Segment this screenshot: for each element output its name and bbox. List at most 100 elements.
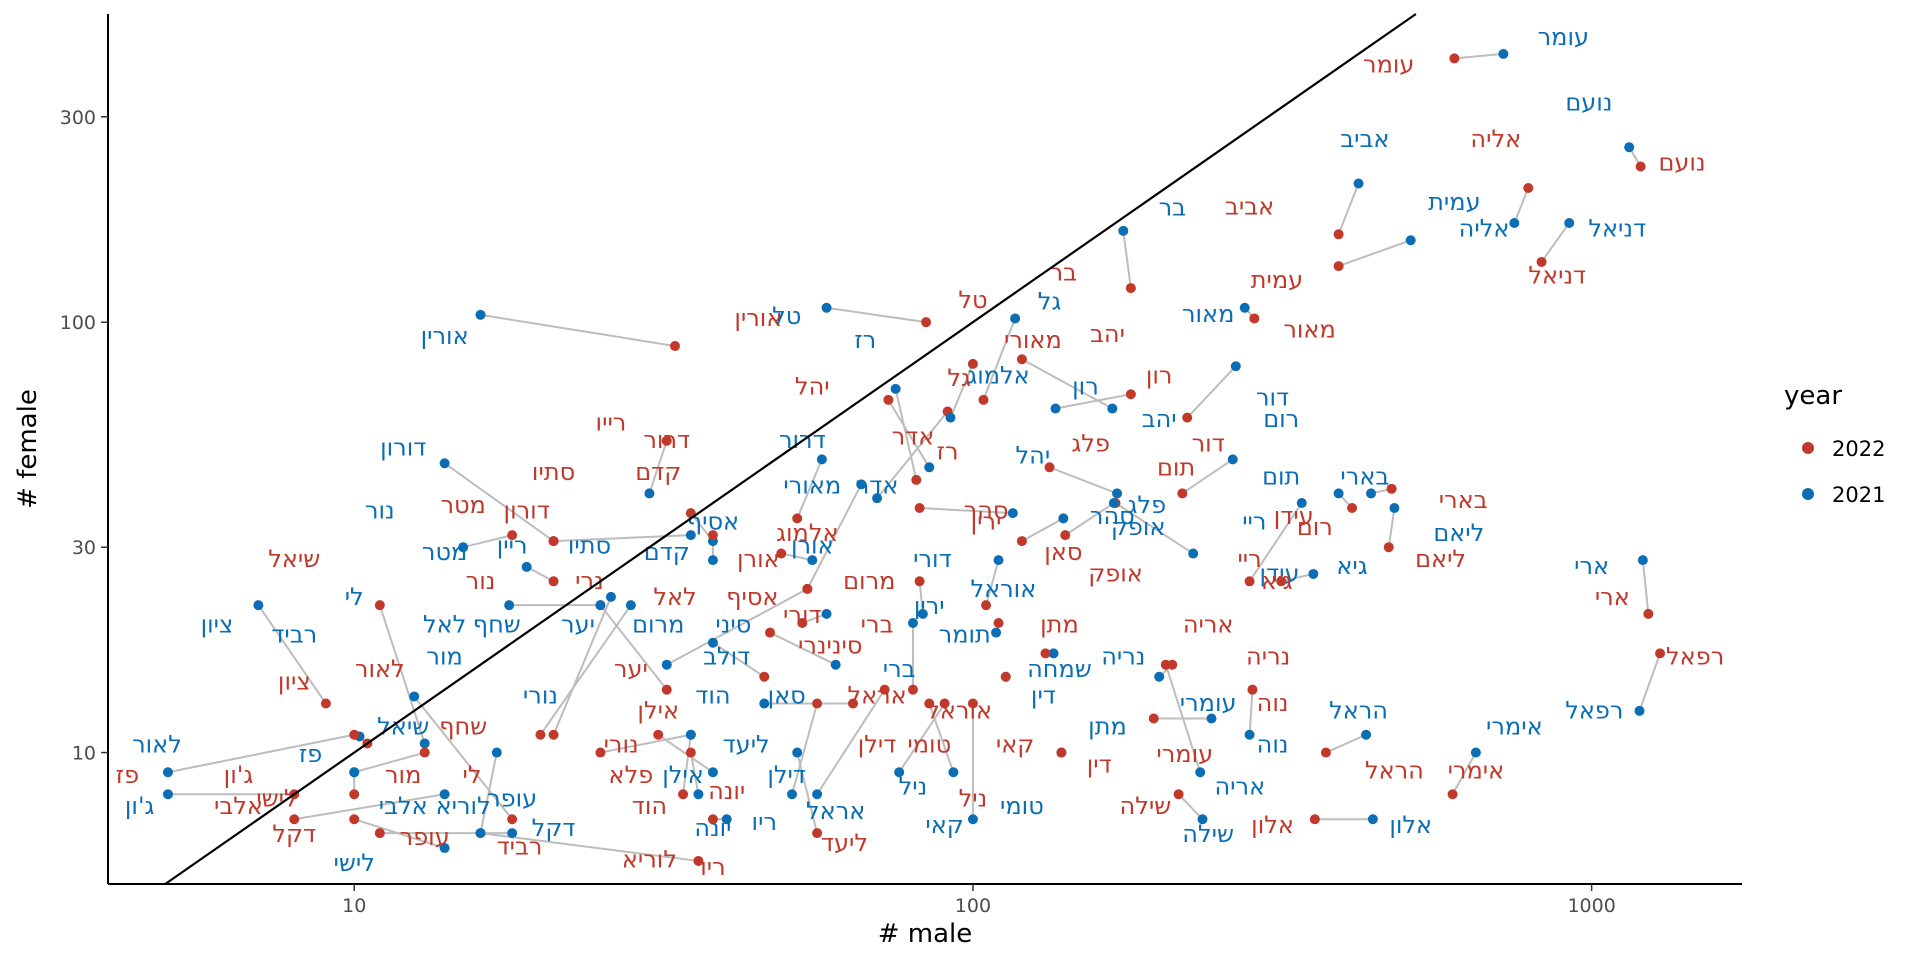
point-2022 — [548, 576, 559, 587]
point-label: בארי — [1340, 462, 1389, 490]
point-2022 — [1643, 608, 1654, 619]
point-label: נוה — [1257, 731, 1289, 759]
point-2021 — [830, 659, 841, 670]
point-2022 — [1000, 671, 1011, 682]
point-label: ריו — [700, 853, 725, 881]
point-label: עמית — [1251, 266, 1303, 294]
point-label: אלבי — [214, 792, 263, 820]
connector-line — [949, 363, 974, 419]
point-label: ריי — [1237, 545, 1261, 573]
point-label: ציון — [278, 668, 311, 696]
connector-line — [1122, 230, 1132, 289]
x-axis-title: # male — [878, 919, 973, 949]
connector-line — [1055, 393, 1132, 410]
connector-line — [712, 641, 765, 678]
point-label: לוריא — [622, 846, 677, 874]
point-label: אורן — [791, 532, 834, 560]
connector-line — [1454, 52, 1504, 60]
legend-key — [1802, 488, 1814, 500]
legend-key — [1802, 442, 1814, 454]
point-2021 — [1227, 454, 1238, 465]
point-2021 — [1048, 648, 1059, 659]
point-2022 — [507, 814, 518, 825]
legend-label: 2022 — [1832, 437, 1885, 461]
point-2022 — [1148, 713, 1159, 724]
point-label: דור — [1256, 384, 1289, 412]
connector-line — [552, 596, 612, 736]
point-2021 — [644, 488, 655, 499]
point-label: גיא — [1336, 552, 1367, 580]
point-2021 — [409, 691, 420, 702]
point-label: לישי — [334, 849, 375, 877]
point-label: ריי — [1242, 507, 1266, 535]
point-2021 — [1112, 488, 1123, 499]
point-label: אביב — [1225, 192, 1274, 220]
axes: 10 100 1000 10 30 100 300 — [60, 14, 1742, 917]
connector-line — [1186, 365, 1237, 419]
connector-line — [1281, 572, 1314, 583]
point-label: אוראל — [926, 696, 992, 724]
point-2021 — [821, 302, 832, 313]
point-label: דניאל — [1588, 215, 1646, 243]
point-2021 — [1389, 503, 1400, 514]
point-2021 — [661, 659, 672, 670]
point-label: רז — [937, 437, 959, 465]
point-2022 — [1016, 354, 1027, 365]
point-label: דין — [1031, 682, 1056, 710]
connector-line — [666, 588, 808, 666]
point-label: אראל — [847, 682, 906, 710]
point-label: מור — [426, 643, 462, 671]
point-2022 — [1040, 648, 1051, 659]
point-2022 — [939, 698, 950, 709]
y-axis-ticks: 10 30 100 300 — [60, 107, 108, 765]
point-2022 — [776, 548, 787, 559]
point-label: עידן — [1260, 559, 1300, 587]
point-2021 — [693, 789, 704, 800]
point-2022 — [548, 729, 559, 740]
point-2022 — [792, 513, 803, 524]
point-label: גל — [1038, 288, 1062, 316]
point-2021 — [721, 814, 732, 825]
point-2022 — [374, 828, 385, 839]
point-2022 — [1044, 462, 1055, 473]
point-2021 — [419, 738, 430, 749]
point-2022 — [685, 747, 696, 758]
point-2022 — [967, 358, 978, 369]
point-2021 — [890, 383, 901, 394]
point-label: פלא — [609, 761, 654, 789]
point-label: יהל — [1016, 441, 1051, 469]
point-2021 — [707, 637, 718, 648]
point-label: עומר — [1363, 51, 1414, 79]
point-2022 — [1173, 789, 1184, 800]
point-label: סאן — [1044, 538, 1082, 566]
point-2022 — [914, 576, 925, 587]
y-tick-label: 100 — [60, 312, 96, 334]
point-2021 — [759, 698, 770, 709]
point-label: אלמוג — [967, 362, 1029, 390]
point-2021 — [707, 555, 718, 566]
point-label: ליאם — [1433, 519, 1484, 547]
identity-line — [164, 13, 1417, 885]
point-2021 — [1634, 705, 1645, 716]
point-label: אורן — [737, 545, 780, 573]
point-label: דניאל — [1528, 261, 1586, 289]
point-2021 — [1308, 568, 1319, 579]
point-2021 — [605, 591, 616, 602]
point-label: מתן — [1088, 713, 1127, 741]
point-label: יהל — [795, 372, 830, 400]
point-label: יונה — [694, 814, 731, 842]
point-2021 — [162, 767, 173, 778]
point-label: ניל — [899, 772, 928, 800]
point-label: דקל — [272, 820, 316, 848]
point-2022 — [661, 684, 672, 695]
point-label: לאור — [132, 731, 182, 759]
point-2021 — [1637, 555, 1648, 566]
point-label: יער — [561, 611, 595, 639]
connector-line — [982, 318, 1017, 401]
connector-line — [898, 702, 946, 773]
point-2021 — [993, 555, 1004, 566]
point-label: לוריא — [436, 792, 491, 820]
y-axis-title: # female — [13, 389, 43, 509]
point-label: אדר — [892, 422, 935, 450]
point-2021 — [872, 493, 883, 504]
